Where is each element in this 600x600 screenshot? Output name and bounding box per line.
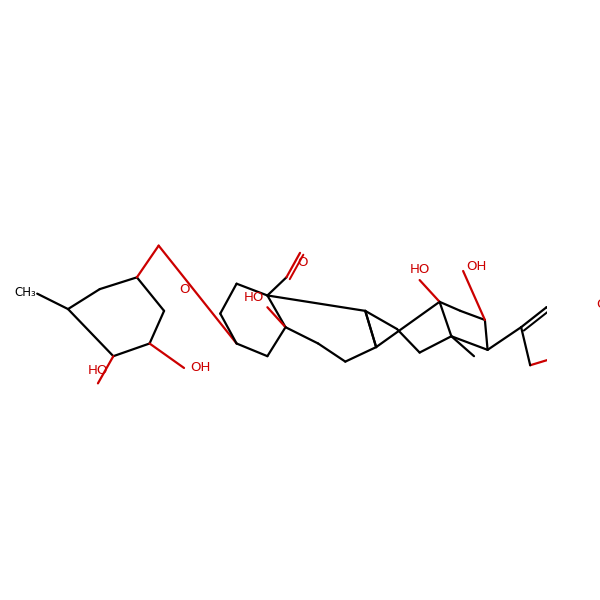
Text: HO: HO <box>88 364 108 377</box>
Text: O: O <box>179 283 189 296</box>
Text: CH₃: CH₃ <box>14 286 36 299</box>
Text: OH: OH <box>190 361 211 374</box>
Text: O: O <box>596 298 600 311</box>
Text: HO: HO <box>409 263 430 275</box>
Text: OH: OH <box>467 260 487 273</box>
Text: O: O <box>298 256 308 269</box>
Text: HO: HO <box>244 291 264 304</box>
